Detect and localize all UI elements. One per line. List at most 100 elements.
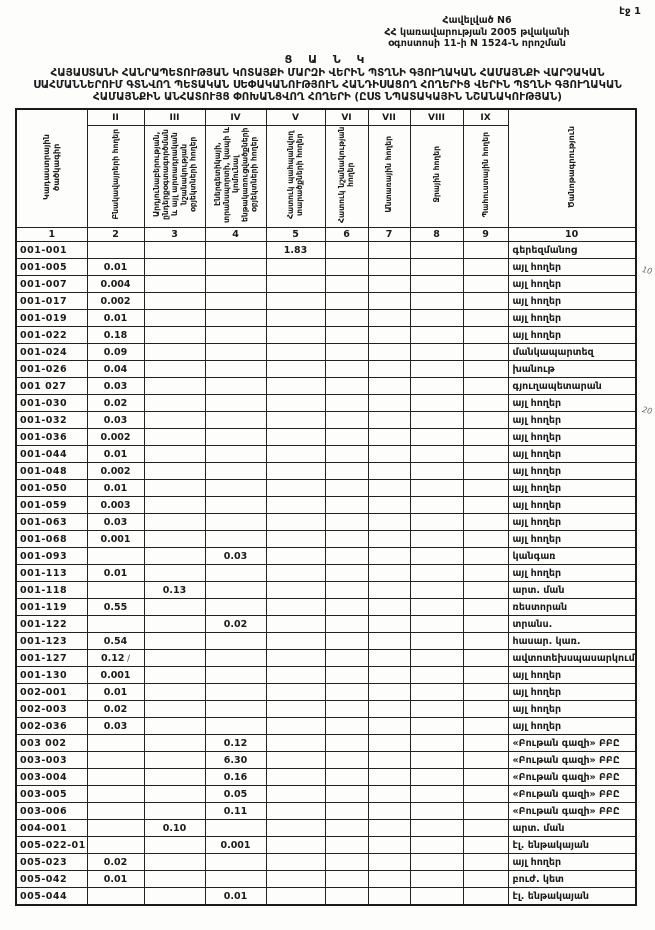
column-number: 7 [367,227,411,243]
area-value-cell [265,496,326,515]
column-number: 10 [507,227,637,243]
note-cell: էլ. ենթակայան [507,836,637,855]
area-value-cell [204,428,267,447]
note-cell: գերեզմանոց [507,241,637,260]
area-value-cell [324,785,369,804]
table-row: 001-019 0.01 այլ հողեր [15,309,637,328]
area-value-cell [324,717,369,736]
area-value-cell: 0.02 [86,700,145,719]
cadastral-code-cell: 001-007 [15,275,88,294]
area-value-cell [143,241,206,260]
area-value-cell [204,462,267,481]
note-cell: այլ հողեր [507,683,637,702]
table-row: 001-050 0.01 այլ հողեր [15,479,637,498]
area-value-cell [462,632,509,651]
area-value-cell [409,819,464,838]
area-value-cell: 0.02 [86,853,145,872]
area-value-cell [409,394,464,413]
area-value-cell [367,598,411,617]
cadastral-code-cell: 001-017 [15,292,88,311]
area-value-cell [324,411,369,430]
area-value-cell [143,802,206,821]
area-value-cell [462,343,509,362]
area-value-cell [324,598,369,617]
area-value-cell [367,700,411,719]
table-row: 001-032 0.03 այլ հողեր [15,411,637,430]
area-value-cell [265,751,326,770]
area-value-cell [143,768,206,787]
area-value-cell [143,394,206,413]
cadastral-code-cell: 001-022 [15,326,88,345]
area-value-cell [462,853,509,872]
area-value-cell [462,887,509,906]
area-value-cell [409,632,464,651]
handwritten-margin-mark: 20 [640,405,653,416]
notes-header: Ծանոթագրություն [507,108,637,229]
area-value-cell [324,462,369,481]
area-value-cell [324,275,369,294]
area-value-cell: 0.05 [204,785,267,804]
area-value-cell [265,615,326,634]
table-row: 001-059 0.003 այլ հողեր [15,496,637,515]
note-cell: արտ. ման [507,819,637,838]
cadastral-code-cell: 001-032 [15,411,88,430]
area-value-cell [324,513,369,532]
area-value-cell [367,683,411,702]
cadastral-code-cell: 003-003 [15,751,88,770]
area-value-cell [86,768,145,787]
area-value-cell [86,581,145,600]
area-value-cell [143,700,206,719]
area-value-cell [265,360,326,379]
area-value-cell [265,649,326,668]
area-value-cell: 0.03 [86,377,145,396]
cadastral-code-cell: 004-001 [15,819,88,838]
note-cell: «Բութան գազի» ԲԲԸ [507,785,637,804]
area-value-cell [367,530,411,549]
table-row: 002-001 0.01 այլ հողեր [15,683,637,702]
area-value-cell: 0.03 [86,513,145,532]
note-cell: հասար. կառ. [507,632,637,651]
area-value-cell [143,887,206,906]
appendix-line: Հավելված N6 [442,15,512,26]
area-value-cell [86,836,145,855]
area-value-cell [462,428,509,447]
table-row: 005-044 0.01 էլ. ենթակայան [15,887,637,906]
category-header-label: Հատուկ պահպանվող տարածքների հողեր [286,130,305,219]
area-value-cell [367,819,411,838]
area-value-cell: 0.11 [204,802,267,821]
note-cell: այլ հողեր [507,513,637,532]
note-cell: այլ հողեր [507,326,637,345]
table-row: 001-063 0.03 այլ հողեր [15,513,637,532]
area-value-cell [367,377,411,396]
area-value-cell [86,819,145,838]
area-value-cell [462,683,509,702]
area-value-cell [143,547,206,566]
area-value-cell [143,462,206,481]
table-row: 001 027 0.03 գյուղապետարան [15,377,637,396]
area-value-cell [409,853,464,872]
area-value-cell: 0.09 [86,343,145,362]
cadastral-code-cell: 001-123 [15,632,88,651]
area-value-cell [265,394,326,413]
table-row: 001-024 0.09 մանկապարտեզ [15,343,637,362]
area-value-cell [409,428,464,447]
area-value-cell [324,360,369,379]
area-value-cell [462,360,509,379]
area-value-cell: 0.002 [86,462,145,481]
roman-numeral: VI [324,108,369,127]
area-value-cell [324,343,369,362]
area-value-cell [204,853,267,872]
area-value-cell [143,615,206,634]
area-value-cell: 0.02 [86,394,145,413]
area-value-cell [409,615,464,634]
note-cell: «Բութան գազի» ԲԲԸ [507,734,637,753]
area-value-cell: 0.03 [86,411,145,430]
area-value-cell [324,428,369,447]
area-value-cell [409,564,464,583]
area-value-cell [265,717,326,736]
area-value-cell [462,326,509,345]
area-value-cell [265,445,326,464]
area-value-cell [143,836,206,855]
area-value-cell [462,836,509,855]
cadastral-code-cell: 001-068 [15,530,88,549]
